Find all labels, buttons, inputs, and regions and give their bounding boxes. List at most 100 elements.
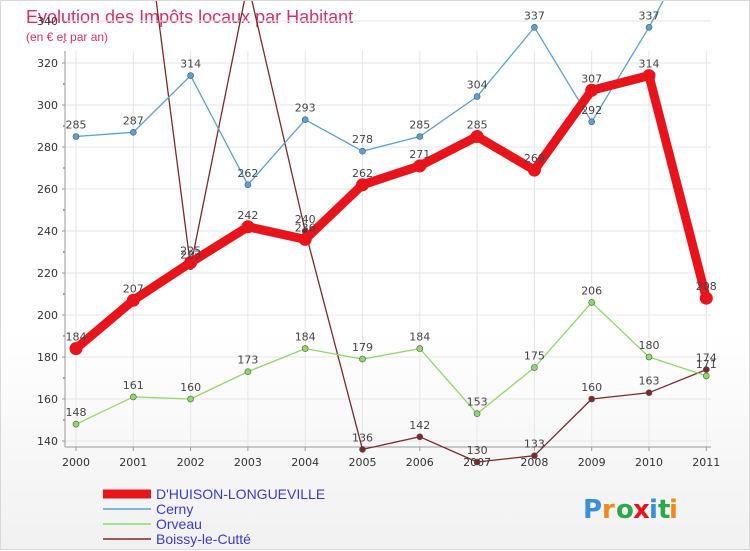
data-label: 242	[237, 209, 258, 222]
logo-letter: o	[616, 495, 634, 525]
data-point	[416, 433, 424, 441]
data-label: 293	[295, 102, 316, 115]
data-label: 262	[237, 167, 258, 180]
data-point	[244, 368, 252, 376]
y-tick-label: 340	[37, 15, 58, 28]
series-line-1	[75, 1, 664, 186]
data-label: 337	[524, 9, 545, 22]
data-label: 269	[524, 152, 545, 165]
data-label: 180	[639, 339, 660, 352]
data-label: 287	[123, 114, 144, 127]
x-tick-label: 2005	[349, 456, 377, 469]
legend-entry: Orveau	[156, 516, 202, 532]
data-point	[187, 72, 194, 79]
data-label: 304	[467, 79, 488, 92]
data-label: 285	[66, 119, 87, 132]
legend-entry: D'HUISON-LONGUEVILLE	[156, 486, 325, 502]
data-label: 130	[467, 444, 488, 457]
chart-subtitle: (en € et par an)	[26, 30, 108, 44]
data-point	[531, 23, 538, 31]
data-label: 142	[409, 419, 430, 432]
y-tick-label: 320	[37, 57, 58, 70]
data-point	[359, 147, 366, 155]
logo-letter: t	[658, 495, 670, 525]
data-label: 173	[237, 354, 258, 367]
data-label: 206	[581, 284, 602, 297]
grid	[65, 20, 711, 447]
data-label: 133	[524, 438, 545, 451]
data-label: 174	[696, 352, 717, 365]
data-point	[473, 458, 481, 466]
data-point	[301, 116, 309, 123]
data-point	[416, 133, 424, 140]
data-point	[72, 420, 80, 428]
data-label: 314	[180, 58, 201, 71]
data-point	[473, 93, 481, 100]
data-point	[72, 133, 80, 140]
data-point	[413, 159, 427, 173]
data-point	[531, 452, 538, 460]
data-point	[69, 342, 83, 356]
x-tick-label: 2008	[520, 456, 548, 469]
data-point	[130, 129, 137, 136]
y-tick-label: 300	[37, 99, 58, 112]
logo-letter: i	[669, 495, 678, 525]
data-point	[187, 395, 194, 403]
logo-letter: P	[583, 495, 602, 525]
data-point	[645, 389, 653, 397]
data-point	[359, 355, 366, 363]
data-label: 184	[66, 331, 87, 344]
data-label: 236	[295, 221, 316, 234]
data-label: 163	[639, 375, 660, 388]
data-label: 184	[409, 331, 430, 344]
data-point	[126, 293, 140, 307]
data-label: 136	[352, 431, 373, 444]
axes: 1401601802002202402602803003203403603804…	[37, 15, 720, 469]
data-point	[241, 220, 255, 234]
y-tick-label: 280	[37, 141, 58, 154]
data-label: 160	[581, 381, 602, 394]
y-tick-label: 220	[37, 267, 58, 280]
data-point	[473, 410, 481, 418]
legend-entry: Boissy-le-Cutté	[156, 531, 251, 547]
data-point	[130, 393, 137, 401]
series-line-2	[75, 301, 707, 425]
x-tick-label: 2009	[578, 456, 606, 469]
data-labels: 184 207 225 242 236 262 271 285 269 307 314 208 285 2…	[66, 9, 717, 457]
data-point	[298, 232, 312, 246]
data-point	[244, 181, 252, 189]
data-point	[470, 130, 484, 143]
data-point	[356, 178, 369, 192]
data-point	[642, 69, 656, 83]
data-label: 285	[409, 119, 430, 132]
data-label: 171	[696, 358, 717, 371]
data-label: 161	[123, 379, 144, 392]
y-tick-label: 160	[37, 393, 58, 406]
data-label: 208	[696, 280, 717, 293]
legend-entry: Cerny	[156, 501, 193, 517]
data-label: 337	[639, 9, 660, 22]
data-label: 148	[66, 406, 87, 419]
data-point	[359, 446, 366, 453]
data-label: 262	[352, 167, 373, 180]
data-point	[588, 118, 596, 126]
data-label: 175	[524, 350, 545, 363]
data-point	[184, 256, 198, 269]
data-point	[301, 345, 309, 352]
logo-letter: x	[633, 495, 650, 525]
series-line-3	[155, 1, 707, 463]
data-label: 292	[581, 104, 602, 117]
data-point	[588, 299, 596, 306]
data-label: 223	[180, 249, 201, 262]
data-point	[645, 353, 653, 361]
data-point	[416, 345, 424, 352]
data-point	[699, 291, 713, 305]
data-point	[702, 372, 710, 380]
data-label: 285	[467, 119, 488, 132]
data-point	[645, 23, 653, 31]
series-group	[69, 1, 713, 466]
data-point	[531, 364, 538, 371]
